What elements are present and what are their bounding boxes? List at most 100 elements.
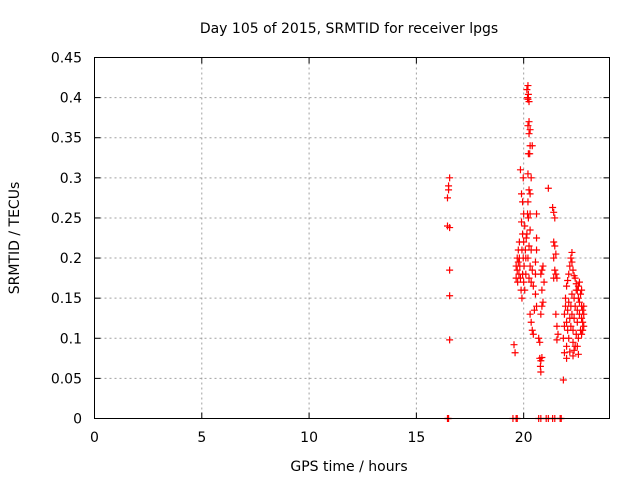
y-tick-label: 0.25: [51, 211, 82, 227]
data-point: [568, 248, 576, 256]
data-point: [524, 122, 532, 130]
data-point: [566, 348, 574, 356]
data-point: [570, 314, 578, 322]
data-point: [526, 262, 534, 270]
data-point: [446, 174, 454, 182]
data-point: [514, 278, 522, 286]
data-point: [569, 352, 577, 360]
data-point: [526, 190, 534, 198]
y-axis-label: SRMTID / TECUs: [7, 182, 23, 295]
data-point: [529, 330, 537, 338]
data-point: [570, 346, 578, 354]
data-point: [527, 318, 535, 326]
y-tick-label: 0.05: [51, 371, 82, 387]
data-point: [537, 270, 545, 278]
data-point: [533, 234, 541, 242]
data-point: [565, 298, 573, 306]
data-point: [446, 292, 454, 300]
data-point: [525, 186, 533, 194]
data-point: [529, 282, 537, 290]
y-tick-label: 0.1: [60, 331, 82, 347]
data-point: [520, 238, 528, 246]
data-point: [446, 266, 454, 274]
data-point: [552, 270, 560, 278]
data-point: [563, 354, 571, 362]
data-point: [516, 274, 524, 282]
data-point: [575, 298, 583, 306]
data-point: [552, 250, 560, 258]
data-point: [539, 298, 547, 306]
tick-labels: 0 0.05 0.1 0.15 0.2 0.25 0.3 0.35 0.4 0.45 0 5 10 15 2…: [51, 51, 533, 447]
data-point: [538, 286, 546, 294]
data-point: [563, 342, 571, 350]
data-point: [528, 266, 536, 274]
x-tick-label: 10: [300, 430, 318, 446]
data-point: [531, 258, 539, 266]
data-point: [518, 190, 526, 198]
data-point: [550, 208, 558, 216]
data-point: [524, 82, 532, 90]
data-point: [526, 150, 534, 158]
grid: [94, 57, 610, 419]
data-point: [520, 262, 528, 270]
data-point: [553, 336, 561, 344]
data-point: [578, 314, 586, 322]
data-point: [520, 278, 528, 286]
data-point: [553, 274, 561, 282]
data-point: [569, 338, 577, 346]
data-point: [525, 118, 533, 126]
y-tick-label: 0.2: [60, 251, 82, 267]
data-point: [578, 286, 586, 294]
data-point: [550, 254, 558, 262]
data-point: [525, 274, 533, 282]
data-point: [560, 310, 568, 318]
data-point: [569, 326, 577, 334]
data-point: [523, 86, 531, 94]
data-point: [570, 272, 578, 280]
data-point: [533, 210, 541, 218]
chart-title: Day 105 of 2015, SRMTID for receiver lpg…: [200, 21, 498, 37]
y-tick-label: 0.3: [60, 171, 82, 187]
data-point: [580, 322, 588, 330]
y-tick-label: 0.15: [51, 291, 82, 307]
data-point: [518, 218, 526, 226]
x-tick-label: 15: [407, 430, 425, 446]
data-point: [579, 326, 587, 334]
data-point: [565, 334, 573, 342]
data-point: [536, 338, 544, 346]
data-point: [562, 294, 570, 302]
data-point: [568, 290, 576, 298]
data-point: [574, 334, 582, 342]
data-point: [563, 282, 571, 290]
data-point: [513, 266, 521, 274]
data-point: [526, 310, 534, 318]
data-point: [525, 130, 533, 138]
data-point: [535, 334, 543, 342]
data-point: [524, 170, 532, 178]
data-point: [443, 194, 451, 202]
data-point: [537, 368, 545, 376]
data-point: [528, 142, 536, 150]
data-point: [553, 322, 561, 330]
data-point: [527, 278, 535, 286]
data-point: [567, 254, 575, 262]
data-point: [524, 210, 532, 218]
data-point: [579, 318, 587, 326]
data-point: [537, 357, 545, 365]
data-point: [522, 234, 530, 242]
data-point: [564, 306, 572, 314]
data-point: [560, 322, 568, 330]
data-point: [567, 322, 575, 330]
data-point: [521, 286, 529, 294]
y-tick-label: 0: [73, 412, 82, 428]
y-tick-label: 0.35: [51, 131, 82, 147]
data-point: [550, 238, 558, 246]
data-point: [445, 186, 453, 194]
x-tick-label: 5: [197, 430, 206, 446]
data-point: [446, 336, 454, 344]
data-point: [551, 214, 559, 222]
data-point: [522, 270, 530, 278]
data-point: [568, 258, 576, 266]
y-tick-label: 0.4: [60, 91, 82, 107]
data-point: [552, 310, 560, 318]
